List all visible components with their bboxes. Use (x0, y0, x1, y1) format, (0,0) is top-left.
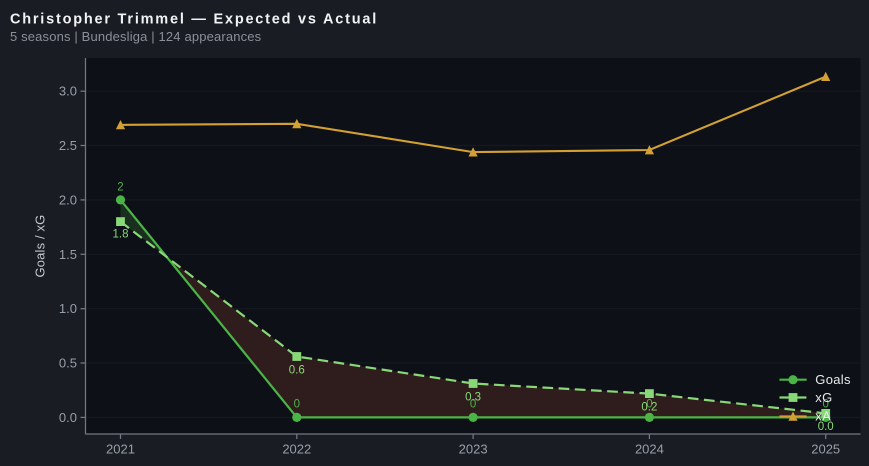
svg-text:2.0: 2.0 (59, 192, 77, 207)
svg-text:0: 0 (294, 398, 300, 410)
svg-text:5 seasons | Bundesliga | 124 a: 5 seasons | Bundesliga | 124 appearances (10, 29, 262, 44)
svg-text:0.0: 0.0 (818, 421, 834, 433)
svg-text:xG: xG (815, 390, 832, 405)
svg-text:Christopher Trimmel — Expected: Christopher Trimmel — Expected vs Actual (10, 12, 378, 28)
svg-text:2: 2 (117, 181, 123, 193)
svg-text:1.5: 1.5 (59, 247, 77, 262)
svg-text:0: 0 (822, 398, 828, 410)
svg-text:2021: 2021 (106, 442, 135, 457)
svg-text:Goals / xG: Goals / xG (33, 215, 48, 278)
svg-text:0.0: 0.0 (59, 410, 77, 425)
svg-text:0: 0 (470, 398, 476, 410)
svg-text:0.6: 0.6 (289, 365, 305, 377)
svg-text:1.8: 1.8 (113, 229, 129, 241)
svg-text:0.3: 0.3 (465, 392, 481, 404)
svg-text:2023: 2023 (459, 442, 488, 457)
svg-text:2025: 2025 (811, 442, 840, 457)
svg-text:Goals: Goals (815, 372, 851, 387)
svg-text:0: 0 (646, 398, 652, 410)
svg-text:xA: xA (815, 409, 831, 424)
svg-text:3.0: 3.0 (59, 84, 77, 99)
svg-text:0.2: 0.2 (641, 402, 657, 414)
svg-text:2024: 2024 (635, 442, 664, 457)
svg-text:2.5: 2.5 (59, 138, 77, 153)
svg-text:2022: 2022 (282, 442, 311, 457)
svg-text:1.0: 1.0 (59, 301, 77, 316)
svg-text:0.5: 0.5 (59, 356, 77, 371)
